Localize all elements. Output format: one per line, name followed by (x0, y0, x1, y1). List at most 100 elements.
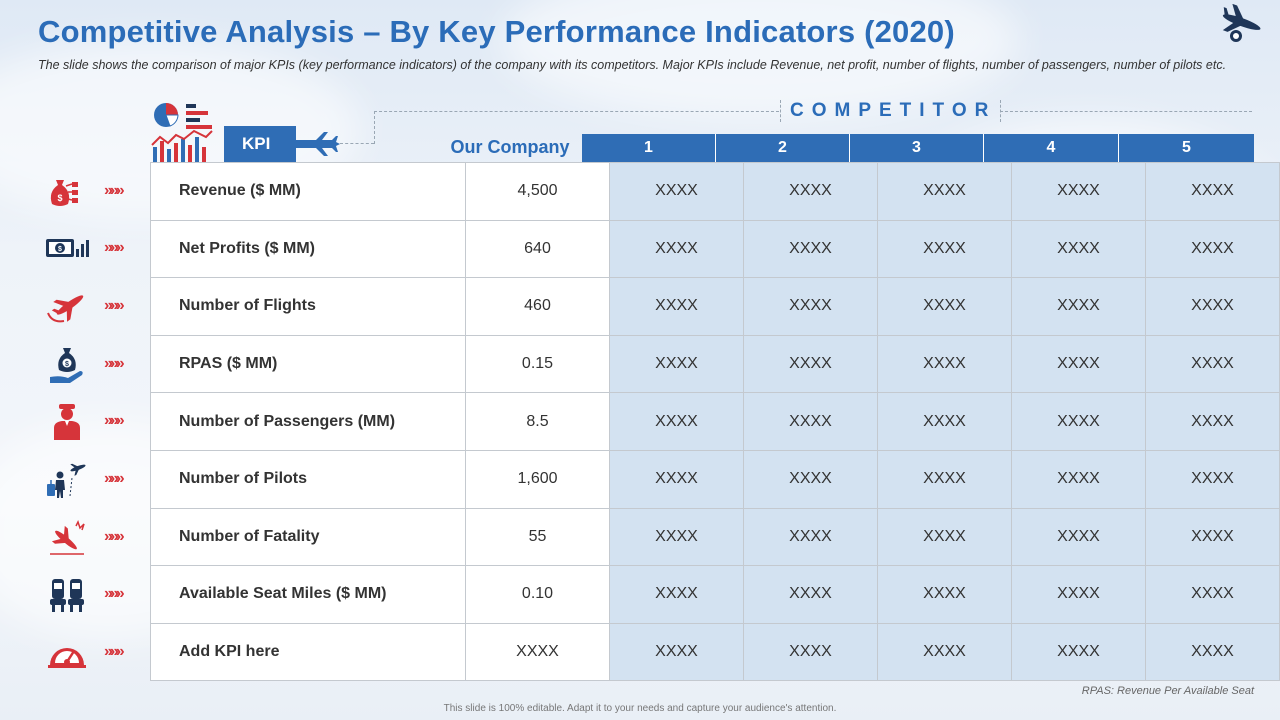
our-company-value-cell: 4,500 (465, 162, 610, 221)
competitor-header-3: 3 (850, 134, 984, 162)
competitor-1-value-cell: XXXX (609, 162, 744, 221)
competitor-5-value-cell: XXXX (1145, 565, 1280, 624)
svg-text:$: $ (57, 193, 62, 203)
table-row: Add KPI here XXXX XXXX XXXX XXXX XXXX XXXX (150, 622, 1280, 682)
competitor-4-value-cell: XXXX (1011, 449, 1146, 509)
competitor-3-value-cell: XXXX (877, 334, 1012, 394)
competitor-1-value-cell: XXXX (609, 507, 744, 567)
competitor-2-value-cell: XXXX (743, 162, 878, 221)
rpas-footnote: RPAS: Revenue Per Available Seat (1081, 685, 1254, 697)
svg-text:$: $ (58, 246, 62, 253)
svg-text:$: $ (65, 361, 69, 368)
row-arrows: »»» (104, 239, 125, 256)
row-arrows: »»» (104, 297, 125, 314)
row-arrows: »»» (104, 355, 125, 372)
money-bag-icon: $ (50, 180, 78, 206)
competitor-3-value-cell: XXXX (877, 565, 1012, 624)
kpi-name-cell: Add KPI here (150, 622, 466, 682)
competitor-4-value-cell: XXXX (1011, 162, 1146, 221)
plane-crash-icon (50, 520, 85, 555)
page-subtitle: The slide shows the comparison of major … (38, 58, 1227, 72)
competitor-2-value-cell: XXXX (743, 622, 878, 682)
competitor-3-value-cell: XXXX (877, 507, 1012, 567)
competitor-5-value-cell: XXXX (1145, 277, 1280, 336)
our-company-value-cell: 1,600 (465, 449, 610, 509)
kpi-comparison-table: Revenue ($ MM) 4,500 XXXX XXXX XXXX XXXX XXXX N… (150, 162, 1280, 682)
table-row: RPAS ($ MM) 0.15 XXXX XXXX XXXX XXXX XXXX (150, 334, 1280, 394)
our-company-value-cell: 460 (465, 277, 610, 336)
competitor-2-value-cell: XXXX (743, 507, 878, 567)
kpi-name-cell: Number of Fatality (150, 507, 466, 567)
table-row: Available Seat Miles ($ MM) 0.10 XXXX XXXX X… (150, 565, 1280, 624)
kpi-name-cell: Number of Passengers (MM) (150, 392, 466, 451)
kpi-name-cell: RPAS ($ MM) (150, 334, 466, 394)
row-arrows: »»» (104, 412, 125, 429)
connector-line (340, 143, 374, 144)
editable-note: This slide is 100% editable. Adapt it to… (443, 703, 837, 714)
competitor-4-value-cell: XXXX (1011, 622, 1146, 682)
our-company-value-cell: 55 (465, 507, 610, 567)
competitor-5-value-cell: XXXX (1145, 334, 1280, 394)
connector-line (1000, 111, 1252, 112)
row-arrows: »»» (104, 528, 125, 545)
competitor-4-value-cell: XXXX (1011, 507, 1146, 567)
competitor-header-5: 5 (1119, 134, 1254, 162)
kpi-chart-icon (150, 103, 216, 164)
row-arrows: »»» (104, 585, 125, 602)
row-arrows: »»» (104, 470, 125, 487)
competitor-2-value-cell: XXXX (743, 219, 878, 279)
kpi-header-tag: KPI (224, 126, 340, 162)
competitor-4-value-cell: XXXX (1011, 392, 1146, 451)
competitor-3-value-cell: XXXX (877, 622, 1012, 682)
competitor-2-value-cell: XXXX (743, 334, 878, 394)
kpi-name-cell: Available Seat Miles ($ MM) (150, 565, 466, 624)
competitor-header-4: 4 (984, 134, 1119, 162)
competitor-1-value-cell: XXXX (609, 277, 744, 336)
our-company-value-cell: XXXX (465, 622, 610, 682)
pilot-travel-icon (47, 463, 86, 498)
page-title: Competitive Analysis – By Key Performanc… (38, 14, 955, 49)
competitor-4-value-cell: XXXX (1011, 219, 1146, 279)
money-hand-icon: $ (50, 348, 83, 383)
competitor-label: COMPETITOR (790, 100, 997, 121)
competitor-2-value-cell: XXXX (743, 449, 878, 509)
competitor-4-value-cell: XXXX (1011, 565, 1146, 624)
competitor-1-value-cell: XXXX (609, 392, 744, 451)
competitor-3-value-cell: XXXX (877, 277, 1012, 336)
competitor-2-value-cell: XXXX (743, 565, 878, 624)
competitor-5-value-cell: XXXX (1145, 162, 1280, 221)
table-row: Revenue ($ MM) 4,500 XXXX XXXX XXXX XXXX XXXX (150, 162, 1280, 221)
competitor-5-value-cell: XXXX (1145, 449, 1280, 509)
competitor-1-value-cell: XXXX (609, 334, 744, 394)
row-arrows: »»» (104, 643, 125, 660)
competitor-5-value-cell: XXXX (1145, 392, 1280, 451)
our-company-value-cell: 640 (465, 219, 610, 279)
competitor-4-value-cell: XXXX (1011, 334, 1146, 394)
competitor-3-value-cell: XXXX (877, 219, 1012, 279)
connector-line (374, 111, 779, 144)
competitor-3-value-cell: XXXX (877, 449, 1012, 509)
competitor-2-value-cell: XXXX (743, 277, 878, 336)
competitor-header-2: 2 (716, 134, 850, 162)
table-row: Number of Pilots 1,600 XXXX XXXX XXXX XXXX XXX… (150, 449, 1280, 509)
kpi-name-cell: Number of Flights (150, 277, 466, 336)
competitor-1-value-cell: XXXX (609, 622, 744, 682)
our-company-value-cell: 0.15 (465, 334, 610, 394)
cash-chart-icon: $ (46, 239, 89, 257)
table-row: Number of Flights 460 XXXX XXXX XXXX XXXX XXXX (150, 277, 1280, 336)
passenger-icon (54, 404, 80, 440)
competitor-3-value-cell: XXXX (877, 162, 1012, 221)
table-row: Number of Passengers (MM) 8.5 XXXX XXXX XXXX… (150, 392, 1280, 451)
competitor-header-1: 1 (582, 134, 716, 162)
airplane-seat-icon (50, 579, 84, 612)
row-arrows: »»» (104, 182, 125, 199)
kpi-name-cell: Revenue ($ MM) (150, 162, 466, 221)
competitor-4-value-cell: XXXX (1011, 277, 1146, 336)
competitor-5-value-cell: XXXX (1145, 622, 1280, 682)
competitor-1-value-cell: XXXX (609, 565, 744, 624)
competitor-5-value-cell: XXXX (1145, 507, 1280, 567)
airplane-icon (47, 295, 84, 323)
kpi-name-cell: Net Profits ($ MM) (150, 219, 466, 279)
table-row: Number of Fatality 55 XXXX XXXX XXXX XXXX XXXX (150, 507, 1280, 567)
our-company-header: Our Company (450, 137, 570, 157)
